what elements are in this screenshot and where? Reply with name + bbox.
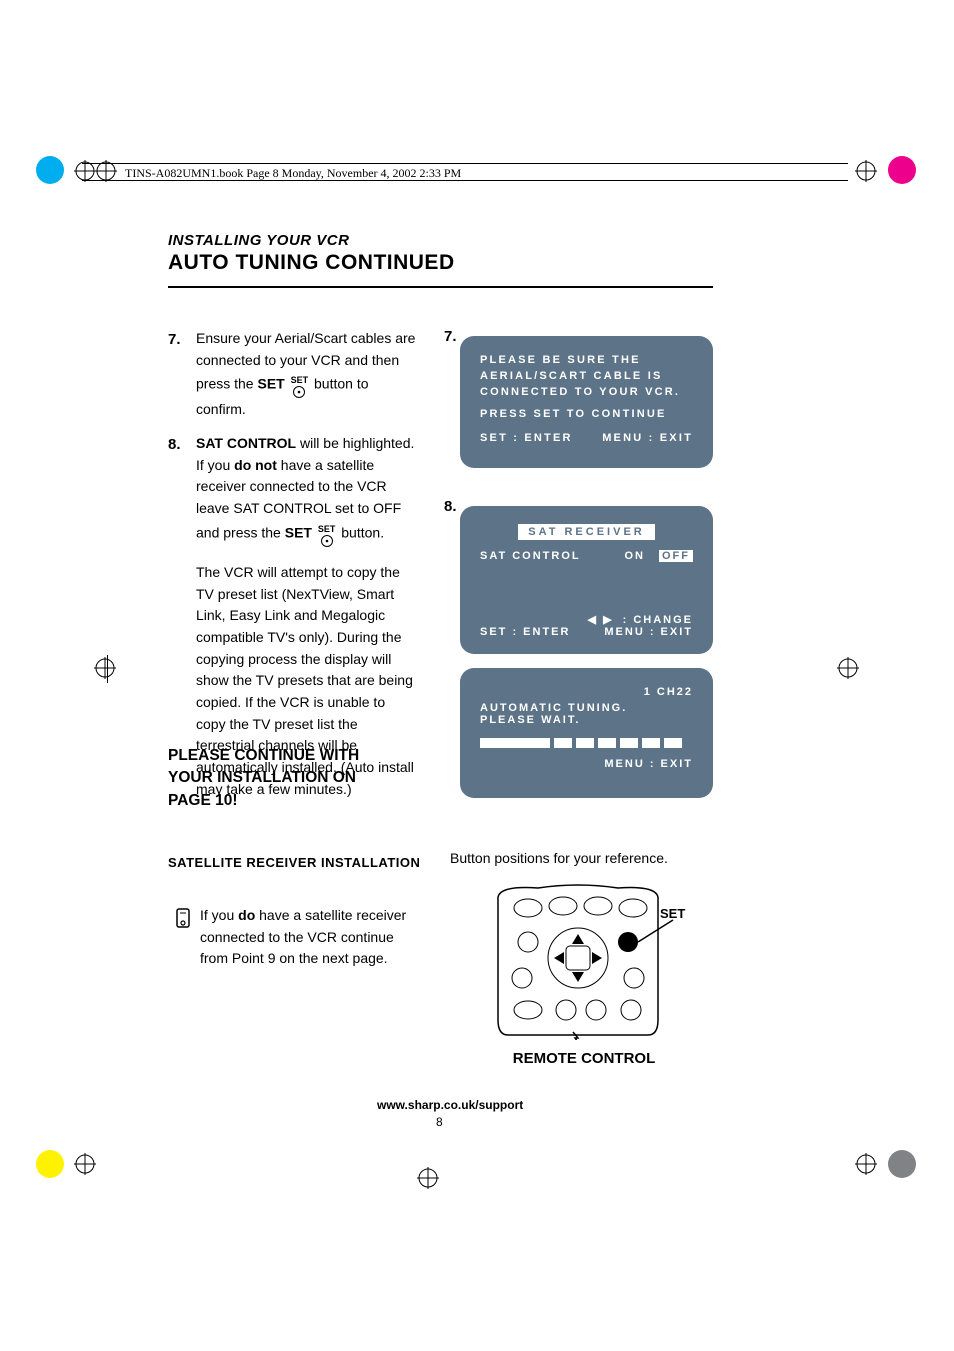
reg-crosshair-icon	[837, 657, 859, 679]
footer-url: www.sharp.co.uk/support	[377, 1098, 523, 1112]
sat-off: OFF	[659, 550, 693, 562]
do-word: do	[238, 907, 255, 923]
donot-word: do not	[234, 457, 277, 473]
screen-7-label: 7.	[444, 328, 457, 345]
remote-control-label: REMOTE CONTROL	[494, 1050, 674, 1067]
continue-l1: PLEASE CONTINUE WITH	[168, 745, 428, 767]
remote-control-diagram	[478, 880, 678, 1040]
progress-seg	[664, 738, 682, 748]
reg-crosshair-icon	[74, 1153, 96, 1175]
screen-8a-menu: MENU : EXIT	[604, 626, 693, 638]
progress-bar	[480, 738, 693, 748]
button-ref-text: Button positions for your reference.	[450, 848, 668, 870]
progress-seg	[554, 738, 572, 748]
screen-7-l3: CONNECTED TO YOUR VCR.	[480, 386, 693, 398]
reg-color-circle	[888, 1150, 916, 1178]
screen-8b-ch: 1 CH22	[480, 686, 693, 698]
screen-7-l1: PLEASE BE SURE THE	[480, 354, 693, 366]
set-word: SET	[257, 376, 284, 392]
reg-crosshair-icon	[855, 1153, 877, 1175]
step-7: 7. Ensure your Aerial/Scart cables are c…	[168, 328, 418, 421]
screen-7-l4: PRESS SET TO CONTINUE	[480, 408, 693, 420]
screen-8b-menu: MENU : EXIT	[480, 758, 693, 770]
set-button-icon: SET	[318, 520, 336, 548]
set-small-label: SET	[291, 375, 309, 385]
sat-text-a: If you	[200, 907, 238, 923]
title-divider	[168, 286, 713, 288]
reg-crosshair-icon	[94, 657, 116, 679]
reg-crosshair-icon	[417, 1167, 439, 1189]
change-label: : CHANGE	[623, 614, 693, 626]
screen-8b: 1 CH22 AUTOMATIC TUNING. PLEASE WAIT. ME…	[460, 668, 713, 798]
reg-color-circle	[888, 156, 916, 184]
screen-8a-set: SET : ENTER	[480, 626, 570, 638]
set-callout-label: SET	[660, 906, 685, 921]
progress-seg	[598, 738, 616, 748]
sat-control-word: SAT CONTROL	[196, 435, 296, 451]
screen-8-label: 8.	[444, 498, 457, 515]
step-8-num: 8.	[168, 433, 181, 456]
continue-l2: YOUR INSTALLATION ON	[168, 767, 428, 789]
book-icon	[95, 160, 117, 182]
set-button-icon: SET	[291, 371, 309, 399]
arrow-left-icon: ◀	[588, 614, 598, 626]
continue-instruction: PLEASE CONTINUE WITH YOUR INSTALLATION O…	[168, 745, 428, 812]
continue-l3: PAGE 10!	[168, 790, 428, 812]
section-title-small: INSTALLING YOUR VCR	[168, 232, 455, 249]
progress-seg	[620, 738, 638, 748]
step-8-text-c: button.	[341, 525, 384, 541]
header-book-info: TINS-A082UMN1.book Page 8 Monday, Novemb…	[125, 166, 461, 181]
progress-seg	[480, 738, 550, 748]
section-title-big: AUTO TUNING CONTINUED	[168, 251, 455, 275]
sat-on: ON	[625, 550, 646, 562]
screen-7-set: SET : ENTER	[480, 432, 573, 444]
sat-install-text: If you do have a satellite receiver conn…	[200, 905, 410, 970]
screen-8b-l1: AUTOMATIC TUNING.	[480, 702, 693, 714]
sat-control-label: SAT CONTROL	[480, 550, 581, 562]
sat-receiver-header: SAT RECEIVER	[518, 524, 654, 540]
progress-seg	[576, 738, 594, 748]
reg-color-circle	[36, 156, 64, 184]
arrow-right-icon: ▶	[603, 614, 613, 626]
screen-7: PLEASE BE SURE THE AERIAL/SCART CABLE IS…	[460, 336, 713, 468]
screen-8b-l2: PLEASE WAIT.	[480, 714, 693, 726]
screen-7-menu: MENU : EXIT	[602, 432, 693, 444]
mid-rule	[107, 655, 108, 683]
step-7-num: 7.	[168, 328, 181, 351]
reg-crosshair-icon	[855, 160, 877, 182]
sat-install-title: SATELLITE RECEIVER INSTALLATION	[168, 855, 420, 870]
satellite-icon	[175, 908, 193, 930]
screen-7-l2: AERIAL/SCART CABLE IS	[480, 370, 693, 382]
progress-seg	[642, 738, 660, 748]
set-word: SET	[285, 525, 312, 541]
reg-color-circle	[36, 1150, 64, 1178]
header-rule-top	[82, 163, 848, 164]
set-small-label: SET	[318, 524, 336, 534]
screen-8a: SAT RECEIVER SAT CONTROL ON OFF ◀ ▶ : CH…	[460, 506, 713, 654]
footer-page-num: 8	[436, 1115, 443, 1129]
